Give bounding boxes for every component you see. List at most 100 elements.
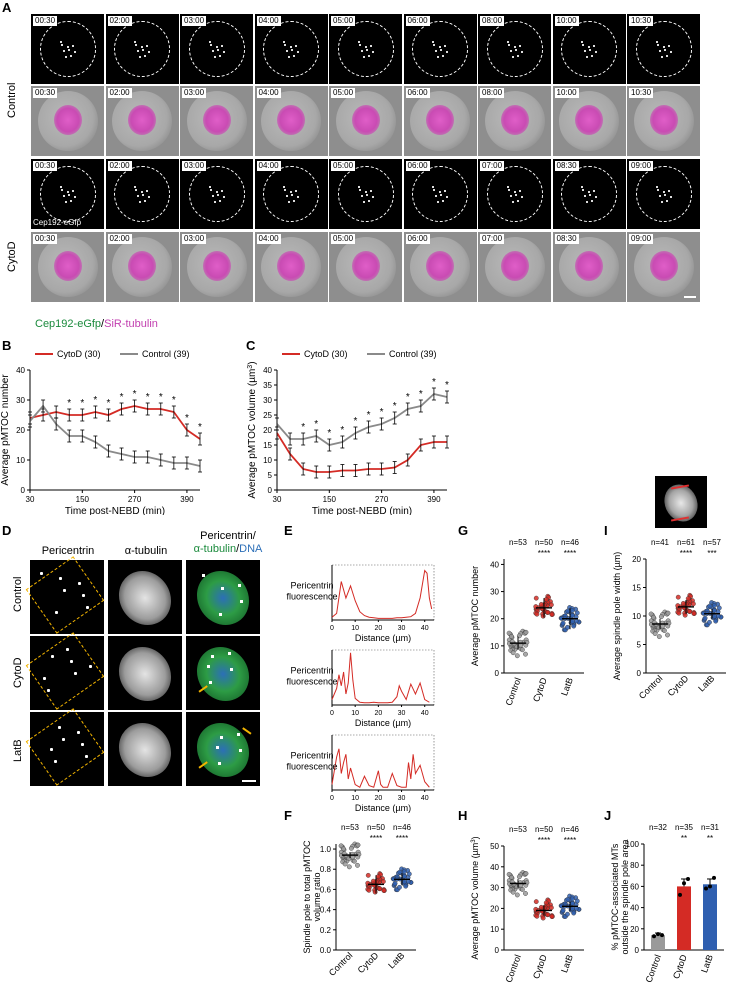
significance-stars: **** bbox=[538, 836, 550, 845]
y-tick-label: 10 bbox=[16, 456, 25, 465]
pericentrin-spot bbox=[74, 672, 77, 675]
pericentrin-spot bbox=[59, 577, 62, 580]
y-axis-label-2: outside the spindle pole area bbox=[620, 839, 630, 954]
pmtoc-dot bbox=[144, 55, 146, 57]
pmtoc-dot bbox=[364, 46, 367, 48]
panel-label-d: D bbox=[2, 523, 12, 538]
pmtoc-dot bbox=[220, 190, 223, 192]
bar bbox=[677, 886, 691, 950]
data-point bbox=[549, 612, 555, 617]
data-point bbox=[520, 647, 525, 653]
pmtoc-dot bbox=[137, 195, 139, 197]
pericentrin-spot bbox=[47, 689, 50, 692]
pmtoc-dot bbox=[135, 189, 137, 191]
pmtoc-dot bbox=[656, 189, 659, 191]
timestamp: 06:00 bbox=[405, 16, 430, 26]
significance-star: * bbox=[393, 401, 397, 412]
data-point bbox=[514, 653, 520, 659]
timestamp: 10:00 bbox=[554, 16, 579, 26]
pericentrin-spot bbox=[82, 594, 85, 597]
chart-g-pmtoc-number: 0 10 20 30 40 Average pMTOC number n=53 Control… bbox=[470, 538, 584, 707]
pericentrin-spot bbox=[50, 748, 53, 751]
data-point bbox=[509, 634, 514, 639]
timelapse-frame: 04:00 bbox=[254, 232, 328, 302]
pmtoc-dot bbox=[71, 190, 74, 192]
timelapse-frame: 10:00 bbox=[552, 14, 626, 84]
n-label: n=61 bbox=[677, 538, 696, 547]
pmtoc-dot bbox=[293, 200, 295, 202]
pmtoc-dot bbox=[665, 200, 668, 202]
timelapse-frame: 05:00 bbox=[329, 159, 402, 229]
timelapse-frame: 07:00 bbox=[478, 159, 551, 229]
pmtoc-dot bbox=[297, 51, 299, 53]
y-axis-label-2: volume ratio bbox=[312, 872, 322, 921]
pmtoc-dot bbox=[69, 55, 72, 57]
y-tick-label: 100 bbox=[626, 840, 640, 849]
y-tick-label: 20 bbox=[263, 426, 272, 435]
data-point bbox=[534, 913, 540, 919]
profile-frame bbox=[331, 734, 435, 791]
legend-cep192: Cep192-eGfp bbox=[35, 318, 102, 330]
data-point bbox=[652, 631, 658, 636]
timestamp: 08:00 bbox=[480, 16, 505, 26]
timelapse-frame: 03:00 bbox=[180, 159, 253, 229]
significance-star: * bbox=[406, 392, 410, 403]
timestamp: 09:00 bbox=[629, 161, 654, 171]
pmtoc-dot bbox=[656, 44, 659, 46]
spindle bbox=[128, 251, 156, 281]
pmtoc-dot bbox=[369, 190, 372, 192]
x-axis-label: Distance (µm) bbox=[355, 718, 411, 728]
pmtoc-dot bbox=[593, 190, 595, 192]
pmtoc-dot bbox=[211, 50, 214, 52]
series-line bbox=[29, 405, 201, 440]
pmtoc-dot bbox=[371, 51, 374, 53]
timelapse-frame: 09:00 bbox=[627, 159, 700, 229]
pmtoc-dot bbox=[665, 55, 668, 57]
x-tick-label: 270 bbox=[128, 495, 142, 504]
pericentrin-spot bbox=[81, 743, 84, 746]
pmtoc-dot bbox=[66, 46, 69, 48]
y-axis-label: Pericentrin bbox=[290, 751, 333, 761]
pmtoc-dot bbox=[141, 46, 143, 48]
series-line bbox=[276, 393, 448, 446]
y-tick-label: 5 bbox=[268, 471, 273, 480]
pmtoc-dot bbox=[290, 46, 292, 48]
y-tick-label: 10 bbox=[263, 456, 272, 465]
panel-label-g: G bbox=[458, 523, 469, 538]
pmtoc-dot bbox=[364, 191, 367, 193]
pmtoc-dot bbox=[437, 201, 439, 203]
pmtoc-dot bbox=[142, 49, 144, 51]
data-point bbox=[545, 610, 551, 615]
data-point bbox=[707, 619, 712, 625]
significance-star: * bbox=[198, 422, 202, 433]
n-label: n=53 bbox=[509, 825, 528, 834]
y-tick-label: 30 bbox=[490, 884, 499, 893]
n-label: n=46 bbox=[393, 823, 412, 832]
significance-star: * bbox=[301, 422, 305, 433]
timelapse-frame: 04:00 bbox=[254, 159, 328, 229]
pericentrin-spot bbox=[63, 589, 66, 592]
data-point bbox=[570, 618, 575, 624]
spindle bbox=[500, 105, 529, 135]
pericentrin-spot bbox=[216, 746, 219, 749]
data-point bbox=[565, 608, 571, 614]
pmtoc-dot bbox=[507, 44, 510, 46]
y-tick-label: 0.4 bbox=[320, 906, 332, 915]
timelapse-frame: 05:00 bbox=[329, 14, 402, 84]
cell-outline bbox=[188, 166, 245, 222]
y-tick-label: 40 bbox=[263, 366, 272, 375]
data-point bbox=[366, 887, 372, 893]
data-point bbox=[570, 906, 575, 912]
data-point bbox=[565, 624, 570, 630]
profile-line bbox=[331, 652, 430, 704]
y-axis-label: Average spindle pole width (µm) bbox=[612, 552, 622, 681]
row-label-cytod: CytoD bbox=[6, 241, 18, 272]
pmtoc-dot bbox=[146, 45, 148, 47]
y-tick-label: 0.6 bbox=[320, 885, 332, 894]
cell-outline bbox=[412, 166, 468, 222]
pericentrin-spot bbox=[237, 733, 240, 736]
y-tick-label: 30 bbox=[490, 588, 499, 597]
data-point bbox=[712, 613, 717, 619]
pmtoc-dot bbox=[582, 44, 584, 46]
y-tick-label: 0 bbox=[21, 486, 26, 495]
